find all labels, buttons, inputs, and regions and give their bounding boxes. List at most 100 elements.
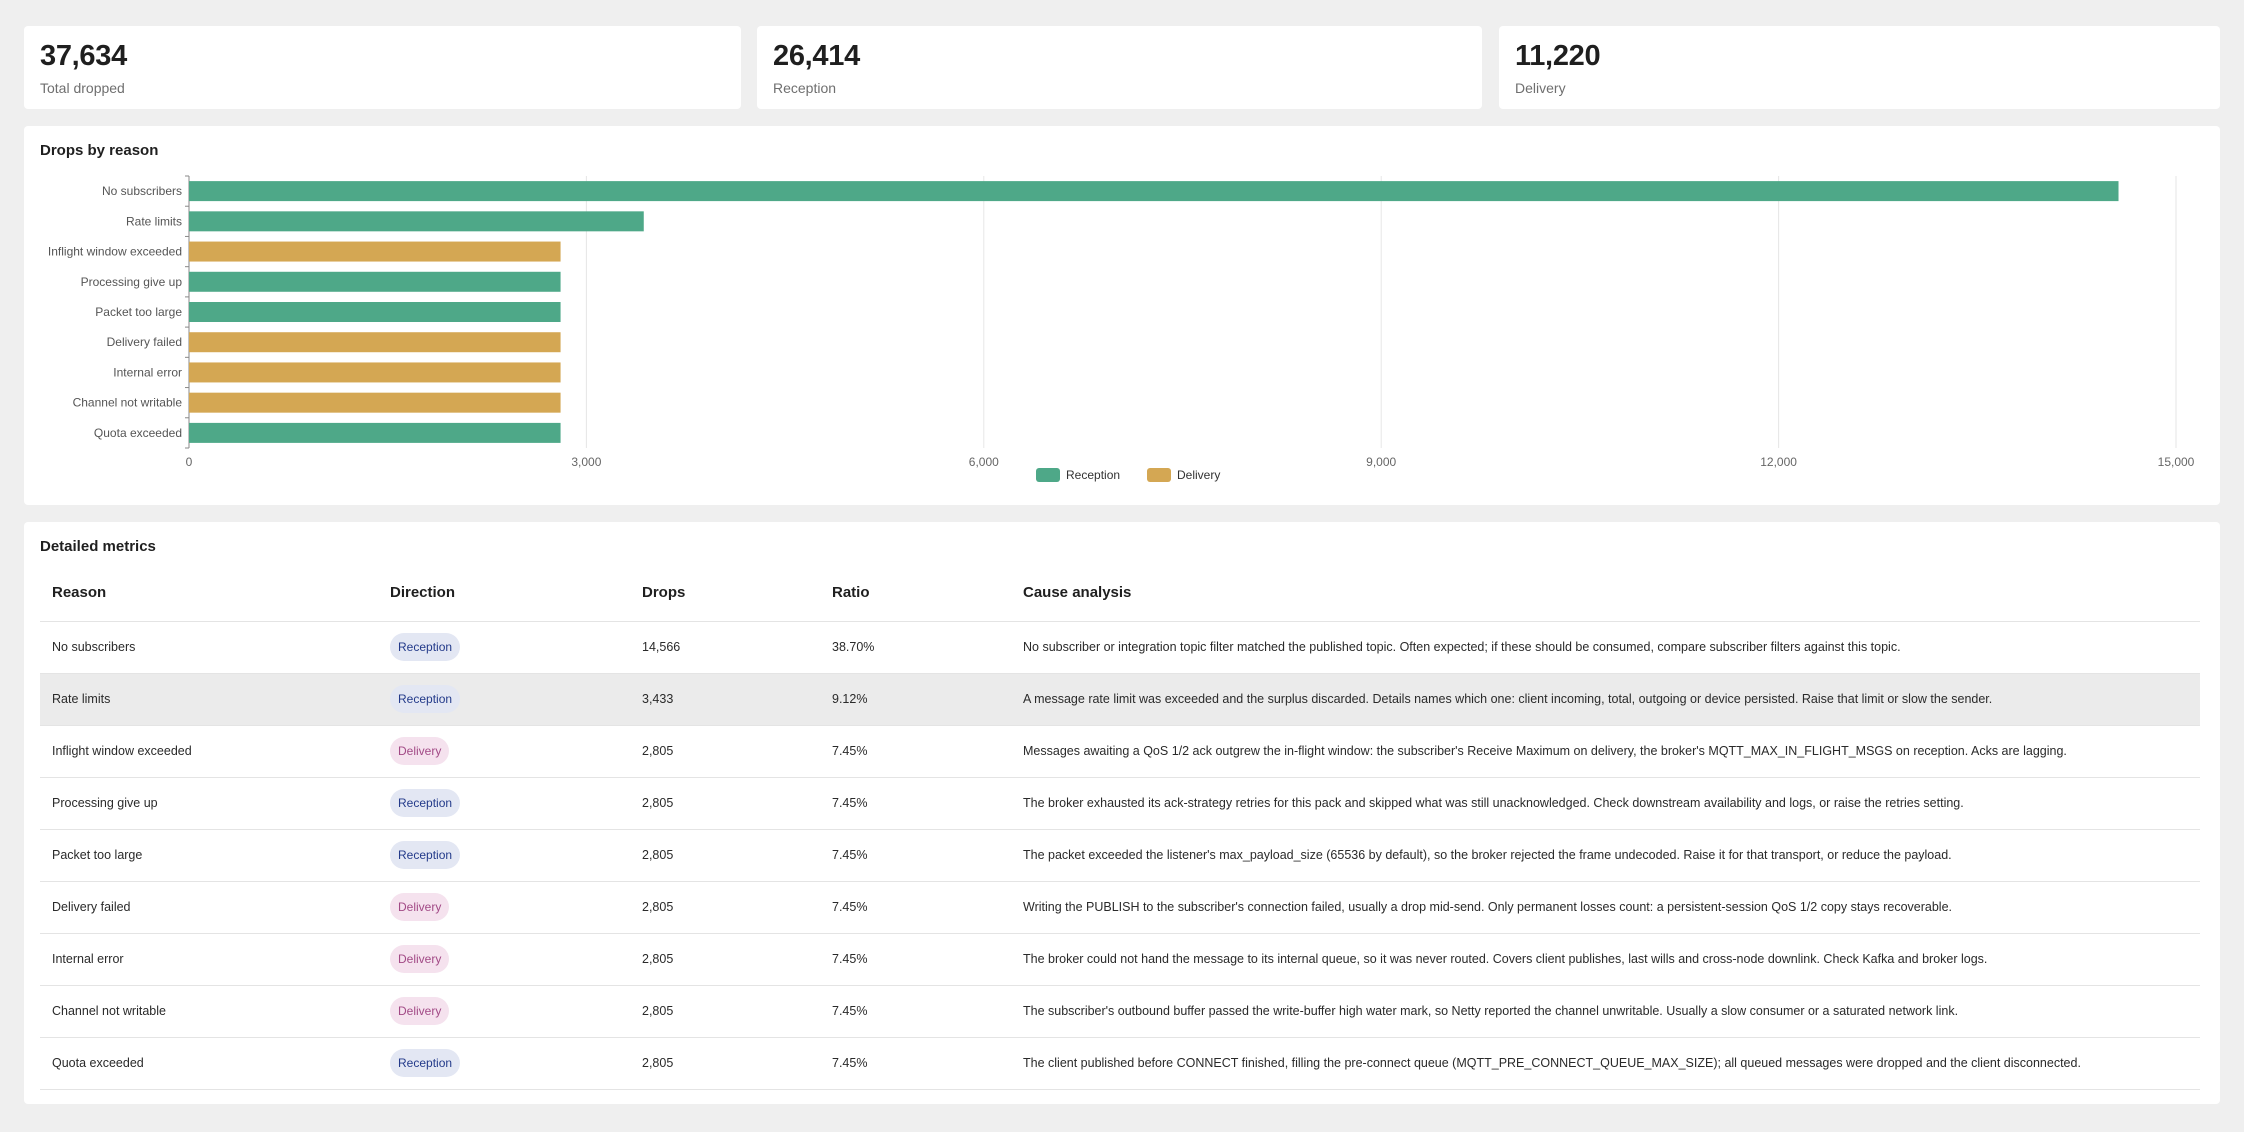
table-row[interactable]: No subscribers Reception 14,566 38.70% No su… [40,621,2200,674]
table-row[interactable]: Rate limits Reception 3,433 9.12% A message … [40,673,2200,726]
direction-cell: Reception [378,621,630,674]
cause-cell: Messages awaiting a QoS 1/2 ack outgrew … [1011,725,2200,778]
reason-cell: No subscribers [40,621,378,674]
bar [189,392,561,413]
direction-badge: Reception [390,841,461,869]
metrics-table: Reason Direction Drops Ratio Cause analy… [40,564,2200,1090]
kpi-card-total: 37,634 Total dropped [24,26,741,109]
table-row[interactable]: Packet too large Reception 2,805 7.45% The p… [40,829,2200,882]
x-tick-label: 6,000 [969,455,999,469]
cause-cell: Writing the PUBLISH to the subscriber's … [1011,881,2200,934]
direction-badge: Delivery [390,893,450,921]
reason-cell: Internal error [40,933,378,986]
table-row[interactable]: Quota exceeded Reception 2,805 7.45% The cli… [40,1037,2200,1090]
drops-by-reason-chart: 0 3,000 6,000 9,000 12,000 15,000 No subscribe… [48,175,2195,482]
x-tick-label: 0 [186,455,193,469]
column-header-drops[interactable]: Drops [630,564,820,622]
direction-cell: Delivery [378,985,630,1038]
bar [189,332,561,353]
reason-cell: Inflight window exceeded [40,725,378,778]
y-tick-label: No subscribers [102,184,182,198]
table-row[interactable]: Internal error Delivery 2,805 7.45% The brok… [40,933,2200,986]
reason-cell: Quota exceeded [40,1037,378,1090]
direction-cell: Delivery [378,933,630,986]
direction-badge: Reception [390,633,461,661]
cause-cell: The broker exhausted its ack-strategy re… [1011,777,2200,830]
x-tick-label: 9,000 [1366,455,1396,469]
direction-badge: Reception [390,685,461,713]
drops-cell: 2,805 [630,777,820,830]
direction-cell: Reception [378,777,630,830]
bar [189,181,2119,202]
cause-cell: The broker could not hand the message to… [1011,933,2200,986]
drops-chart-card: Drops by reason 0 3,000 6,000 9,000 12,000 15… [24,126,2220,505]
kpi-label: Delivery [1515,80,1566,96]
drops-cell: 3,433 [630,673,820,726]
bar [189,302,561,322]
direction-badge: Delivery [390,945,450,973]
ratio-cell: 7.45% [820,985,1011,1038]
bar [189,241,561,262]
reason-cell: Processing give up [40,777,378,830]
reason-cell: Channel not writable [40,985,378,1038]
column-header-reason[interactable]: Reason [40,564,378,622]
kpi-label: Total dropped [40,80,125,96]
direction-badge: Reception [390,789,461,817]
direction-badge: Delivery [390,997,450,1025]
y-tick-label: Channel not writable [73,396,183,410]
kpi-value: 37,634 [40,40,127,72]
legend-swatch [1147,468,1171,482]
bar [189,362,561,383]
drops-cell: 2,805 [630,985,820,1038]
x-tick-label: 3,000 [571,455,601,469]
bar [189,422,561,443]
kpi-label: Reception [773,80,837,96]
y-tick-label: Rate limits [126,214,182,228]
kpi-card-reception: 26,414 Reception [757,26,1482,109]
cause-cell: The client published before CONNECT fini… [1011,1037,2200,1090]
kpi-value: 11,220 [1515,40,1601,72]
y-tick-label: Inflight window exceeded [48,245,182,259]
ratio-cell: 7.45% [820,933,1011,986]
direction-cell: Delivery [378,725,630,778]
table-title: Detailed metrics [40,538,156,555]
column-header-ratio[interactable]: Ratio [820,564,1011,622]
x-tick-label: 12,000 [1760,455,1797,469]
drops-cell: 2,805 [630,881,820,934]
bar [189,271,561,292]
bar [189,211,644,232]
reason-cell: Rate limits [40,673,378,726]
cause-cell: A message rate limit was exceeded and th… [1011,673,2200,726]
drops-cell: 14,566 [630,621,820,674]
ratio-cell: 7.45% [820,777,1011,830]
ratio-cell: 7.45% [820,881,1011,934]
direction-cell: Reception [378,673,630,726]
table-row[interactable]: Delivery failed Delivery 2,805 7.45% Writing… [40,881,2200,934]
cause-cell: No subscriber or integration topic filte… [1011,621,2200,674]
table-row[interactable]: Channel not writable Delivery 2,805 7.45% Th… [40,985,2200,1038]
drops-cell: 2,805 [630,829,820,882]
drops-cell: 2,805 [630,1037,820,1090]
table-row[interactable]: Processing give up Reception 2,805 7.45% The… [40,777,2200,830]
ratio-cell: 38.70% [820,621,1011,674]
x-tick-label: 15,000 [2158,455,2195,469]
chart-title: Drops by reason [40,142,159,159]
direction-cell: Reception [378,829,630,882]
metrics-table-card: Detailed metrics Reason Direction Drops … [24,522,2220,1104]
ratio-cell: 7.45% [820,829,1011,882]
direction-badge: Reception [390,1049,461,1077]
column-header-cause[interactable]: Cause analysis [1011,564,2200,622]
cause-cell: The subscriber's outbound buffer passed … [1011,985,2200,1038]
cause-cell: The packet exceeded the listener's max_p… [1011,829,2200,882]
y-tick-label: Delivery failed [107,335,182,349]
reason-cell: Packet too large [40,829,378,882]
legend-label: Reception [1066,468,1120,482]
drops-cell: 2,805 [630,725,820,778]
y-tick-label: Processing give up [81,275,183,289]
drops-cell: 2,805 [630,933,820,986]
y-tick-label: Packet too large [95,305,182,319]
column-header-direction[interactable]: Direction [378,564,630,622]
direction-cell: Reception [378,1037,630,1090]
kpi-card-delivery: 11,220 Delivery [1499,26,2220,109]
table-row[interactable]: Inflight window exceeded Delivery 2,805 7.4… [40,725,2200,778]
